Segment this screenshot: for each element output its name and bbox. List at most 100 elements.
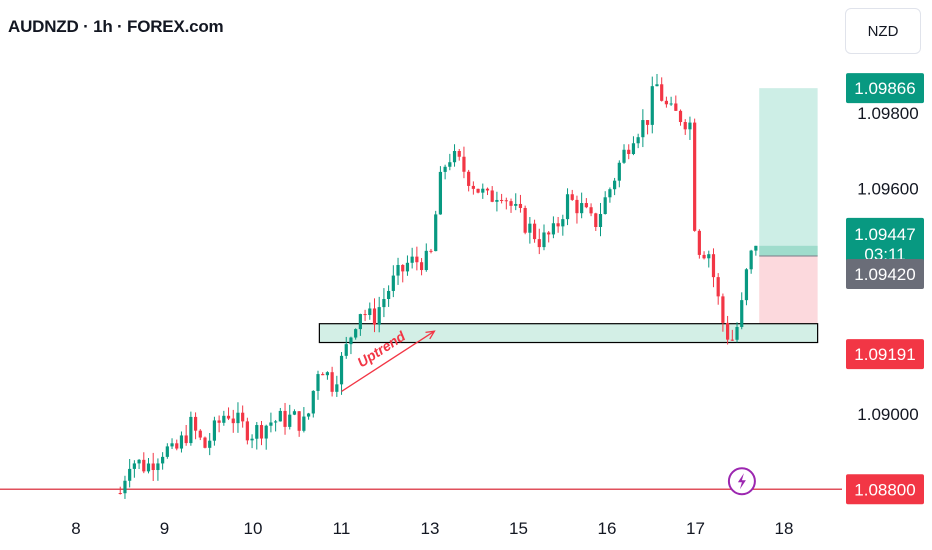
candle-body	[518, 203, 523, 208]
target-zone	[759, 88, 818, 256]
candle-body	[561, 219, 565, 227]
candle-body	[594, 213, 598, 228]
candle-body	[528, 223, 532, 233]
candle-body	[410, 256, 414, 263]
candle-body	[688, 122, 692, 130]
candle-body	[438, 171, 443, 215]
candle-body	[321, 374, 325, 376]
candle-body	[203, 437, 207, 448]
candle-body	[184, 435, 188, 444]
candle-body	[170, 443, 174, 447]
y-tick-label: 1.09000	[857, 405, 918, 424]
candle-body	[405, 262, 410, 272]
x-tick-label: 18	[775, 519, 794, 538]
candle-body	[495, 199, 499, 202]
candle-body	[617, 162, 621, 181]
x-tick-label: 9	[160, 519, 169, 538]
candle-body	[132, 463, 136, 469]
candle-body	[457, 150, 461, 157]
candle-body	[481, 188, 485, 193]
currency-label: NZD	[867, 22, 899, 40]
candle-body	[514, 203, 518, 206]
candle-body	[462, 156, 466, 172]
candle-body	[645, 120, 650, 125]
candle-body	[128, 468, 132, 481]
candle-body	[707, 254, 711, 259]
candle-body	[269, 422, 273, 426]
candle-body	[349, 337, 353, 345]
candle-body	[509, 201, 513, 206]
candle-body	[467, 171, 471, 186]
y-tick-label: 1.09600	[857, 179, 918, 198]
candle-body	[401, 264, 405, 272]
candle-body	[726, 322, 730, 340]
candle-body	[551, 223, 556, 235]
candle-body	[226, 415, 231, 419]
currency-selector[interactable]: NZD	[845, 8, 921, 54]
x-tick-label: 11	[333, 519, 351, 538]
candle-body	[443, 166, 447, 172]
trend-arrow-head	[425, 330, 436, 340]
candle-body	[537, 239, 541, 248]
candle-body	[259, 425, 264, 439]
candle-body	[354, 329, 358, 338]
candle-body	[730, 339, 734, 341]
line-price-badge	[846, 474, 924, 505]
candle-body	[142, 459, 146, 472]
candle-body	[212, 420, 217, 441]
candle-body	[641, 120, 645, 138]
candle-body	[603, 197, 607, 215]
candle-body	[245, 421, 249, 441]
candle-body	[556, 223, 560, 227]
candle-body	[118, 493, 122, 495]
candle-body	[382, 299, 386, 308]
candle-body	[363, 314, 367, 316]
candle-body	[358, 314, 362, 330]
candle-body	[156, 463, 160, 471]
x-tick-label: 17	[686, 519, 705, 538]
candle-body	[669, 103, 673, 105]
candle-body	[161, 456, 165, 464]
candle-body	[565, 194, 570, 220]
candle-body	[471, 185, 475, 189]
candle-body	[452, 150, 457, 163]
candle-body	[532, 223, 537, 240]
open-profit-zone	[759, 245, 818, 256]
target-price-badge-text: 1.09866	[854, 79, 915, 98]
candle-body	[241, 412, 245, 422]
trend-arrow	[341, 330, 435, 392]
x-tick-label: 10	[244, 519, 263, 538]
candle-body	[490, 190, 494, 202]
x-tick-label: 8	[71, 519, 80, 538]
candle-body	[589, 207, 593, 214]
candle-body	[735, 326, 739, 340]
candle-body	[631, 143, 636, 155]
entry-price-badge-text: 1.09420	[854, 265, 915, 284]
candle-body	[660, 84, 664, 101]
candle-body	[485, 188, 490, 191]
candle-body	[523, 207, 527, 233]
candle-body	[292, 411, 297, 415]
candle-body	[344, 344, 348, 356]
candle-body	[288, 414, 292, 427]
candle-body	[500, 199, 504, 201]
lightning-bolt	[737, 473, 746, 490]
candle-body	[372, 308, 377, 325]
candle-body	[448, 162, 452, 167]
candle-body	[222, 415, 226, 423]
candle-body	[255, 425, 259, 439]
candle-body	[697, 230, 701, 255]
candle-body	[311, 390, 315, 414]
candle-body	[476, 188, 480, 193]
candle-body	[664, 100, 669, 105]
candle-body	[636, 137, 640, 144]
current-price-badge	[846, 217, 924, 270]
chart-title: AUDNZD · 1h · FOREX.com	[8, 17, 224, 36]
candle-body	[198, 430, 202, 438]
candle-body	[165, 446, 169, 457]
candle-body	[749, 250, 753, 270]
candle-body	[674, 103, 678, 111]
candle-body	[264, 425, 268, 439]
candle-body	[391, 275, 395, 291]
